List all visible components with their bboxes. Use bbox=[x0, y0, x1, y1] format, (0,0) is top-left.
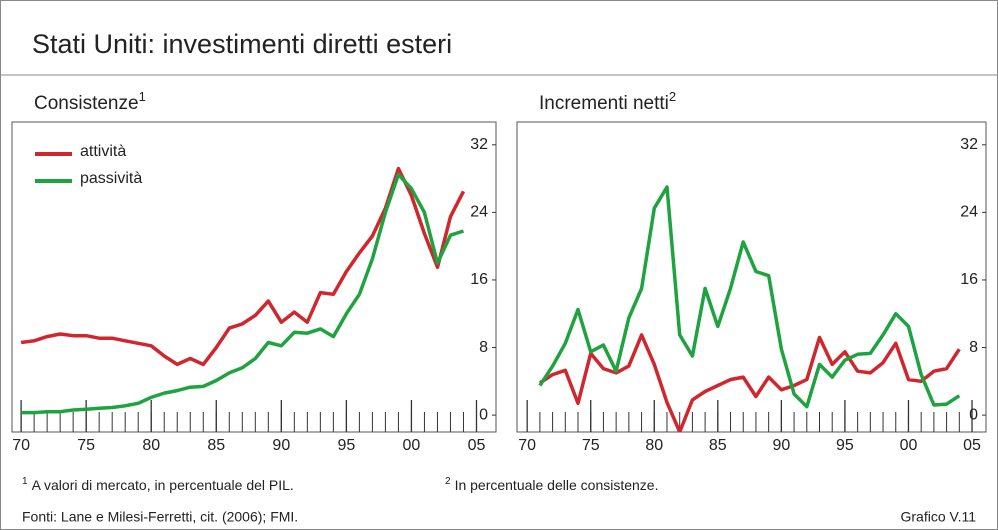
panel-title-note: 2 bbox=[669, 89, 676, 104]
y-tick-label: 16 bbox=[470, 271, 488, 288]
x-tick-label: 70 bbox=[518, 437, 536, 454]
y-tick-label: 0 bbox=[479, 406, 488, 423]
x-tick-label: 85 bbox=[709, 437, 727, 454]
legend-label: passività bbox=[80, 170, 142, 187]
y-tick-label: 32 bbox=[960, 136, 978, 153]
series-line bbox=[538, 185, 961, 409]
source: Fonti: Lane e Milesi-Ferretti, cit. (200… bbox=[22, 509, 298, 525]
x-tick-label: 00 bbox=[900, 437, 918, 454]
panel-title: Consistenze1 bbox=[34, 89, 146, 114]
panel-title: Incrementi netti2 bbox=[539, 89, 676, 114]
x-tick-label: 05 bbox=[963, 437, 981, 454]
legend-label: attività bbox=[80, 143, 126, 160]
y-tick-label: 24 bbox=[470, 204, 488, 221]
y-tick-label: 8 bbox=[479, 339, 488, 356]
x-tick-label: 85 bbox=[207, 437, 225, 454]
page-title: Stati Uniti: investimenti diretti esteri bbox=[32, 29, 452, 59]
figure-label: Grafico V.11 bbox=[901, 509, 977, 525]
panel-title-text: Incrementi netti bbox=[539, 93, 669, 114]
panel-title-text: Consistenze bbox=[34, 93, 139, 114]
x-tick-label: 75 bbox=[582, 437, 600, 454]
x-tick-label: 05 bbox=[468, 437, 486, 454]
x-tick-label: 95 bbox=[836, 437, 854, 454]
x-tick-label: 75 bbox=[77, 437, 95, 454]
y-tick-label: 16 bbox=[960, 271, 978, 288]
footnote: 2 In percentuale delle consistenze. bbox=[445, 476, 658, 493]
x-tick-label: 90 bbox=[272, 437, 290, 454]
y-tick-label: 32 bbox=[470, 136, 488, 153]
y-tick-label: 0 bbox=[969, 406, 978, 423]
series-line bbox=[538, 333, 961, 432]
y-tick-label: 8 bbox=[969, 339, 978, 356]
x-tick-label: 00 bbox=[403, 437, 421, 454]
x-tick-label: 90 bbox=[772, 437, 790, 454]
series-line bbox=[20, 166, 466, 367]
x-tick-label: 95 bbox=[337, 437, 355, 454]
y-tick-label: 24 bbox=[960, 204, 978, 221]
series-line bbox=[21, 172, 465, 415]
plot-frame bbox=[516, 121, 987, 433]
x-tick-label: 80 bbox=[645, 437, 663, 454]
plot-frame bbox=[11, 121, 497, 433]
x-tick-label: 70 bbox=[12, 437, 30, 454]
x-tick-label: 80 bbox=[142, 437, 160, 454]
panel-title-note: 1 bbox=[139, 89, 146, 104]
